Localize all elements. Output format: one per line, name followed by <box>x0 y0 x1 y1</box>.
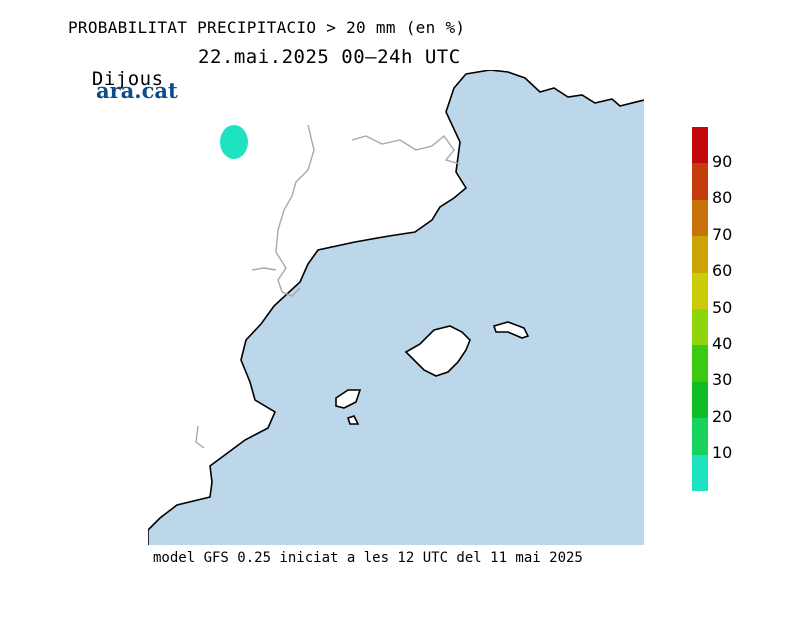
color-legend <box>692 127 708 491</box>
legend-swatch <box>692 272 708 309</box>
legend-swatch <box>692 454 708 491</box>
date-label: 22.mai.2025 00—24h UTC <box>198 46 461 68</box>
sea-area <box>148 70 644 545</box>
legend-label: 50 <box>712 297 733 317</box>
island-menorca <box>492 321 530 339</box>
legend-label: 70 <box>712 224 733 244</box>
island-eivissa <box>335 389 362 409</box>
legend-label: 30 <box>712 370 733 390</box>
precipitation-map <box>148 70 644 545</box>
coastline <box>148 70 644 545</box>
legend-swatch <box>692 127 708 164</box>
ara-cat-logo: ara.cat <box>96 78 178 103</box>
legend-swatch <box>692 418 708 455</box>
legend-swatch <box>692 163 708 200</box>
region-border-catalonia-aragon <box>275 124 315 297</box>
map-subtitle: Dijous 22.mai.2025 00—24h UTC <box>68 46 460 112</box>
legend-label: 90 <box>712 152 733 171</box>
probability-area-10-20 <box>220 125 248 159</box>
region-border-aragon-valencia <box>195 267 277 449</box>
legend-swatch <box>692 236 708 273</box>
legend-label: 20 <box>712 406 733 426</box>
day-label: Dijous <box>91 68 164 90</box>
legend-label: 60 <box>712 261 733 281</box>
legend-swatch <box>692 199 708 237</box>
legend-swatch <box>692 308 708 346</box>
region-border-north <box>351 134 461 165</box>
legend-label: 40 <box>712 334 733 353</box>
legend-label: 10 <box>712 443 733 463</box>
island-formentera <box>346 415 360 425</box>
legend-swatch <box>692 381 708 419</box>
map-title: PROBABILITAT PRECIPITACIO > 20 mm (en %) <box>68 18 466 37</box>
island-mallorca <box>404 325 471 377</box>
legend-swatch <box>692 345 708 382</box>
legend-label: 80 <box>712 188 733 208</box>
model-footer: model GFS 0.25 iniciat a les 12 UTC del … <box>153 550 583 566</box>
